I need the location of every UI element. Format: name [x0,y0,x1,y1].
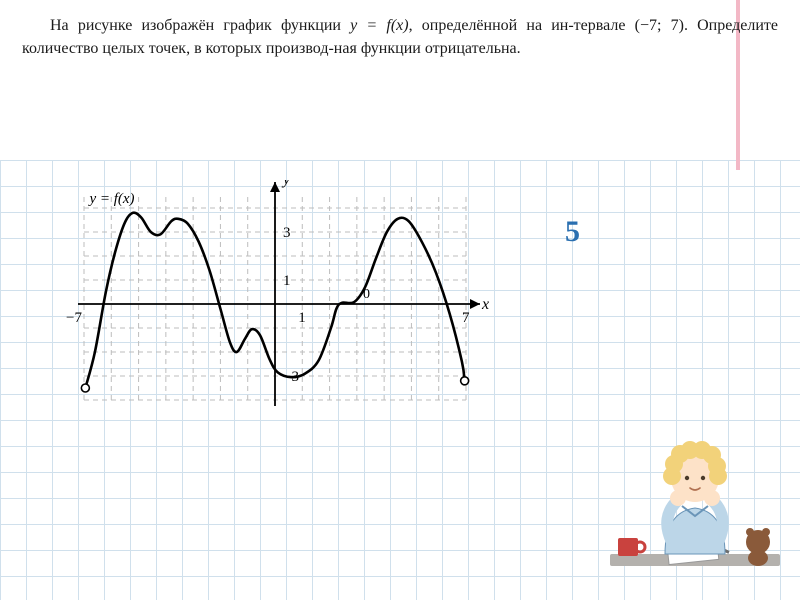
problem-statement: На рисунке изображён график функции y = … [22,14,778,60]
svg-text:1: 1 [283,273,291,289]
child-illustration [610,422,780,592]
problem-part-2: y = f(x) [350,17,408,34]
function-graph: xy−71731−30y = f(x) [60,180,490,420]
problem-part-4: (−7; 7) [635,17,684,34]
problem-part-1: На рисунке изображён график функции [50,17,350,34]
svg-text:x: x [481,296,489,313]
svg-text:7: 7 [462,310,470,326]
svg-text:−7: −7 [66,310,82,326]
answer-value: 5 [565,215,580,249]
svg-text:y: y [281,180,291,188]
svg-text:y = f(x): y = f(x) [87,191,134,207]
problem-part-3: , определённой на ин-тервале [409,17,635,34]
svg-text:1: 1 [298,310,306,326]
svg-text:3: 3 [283,225,291,241]
